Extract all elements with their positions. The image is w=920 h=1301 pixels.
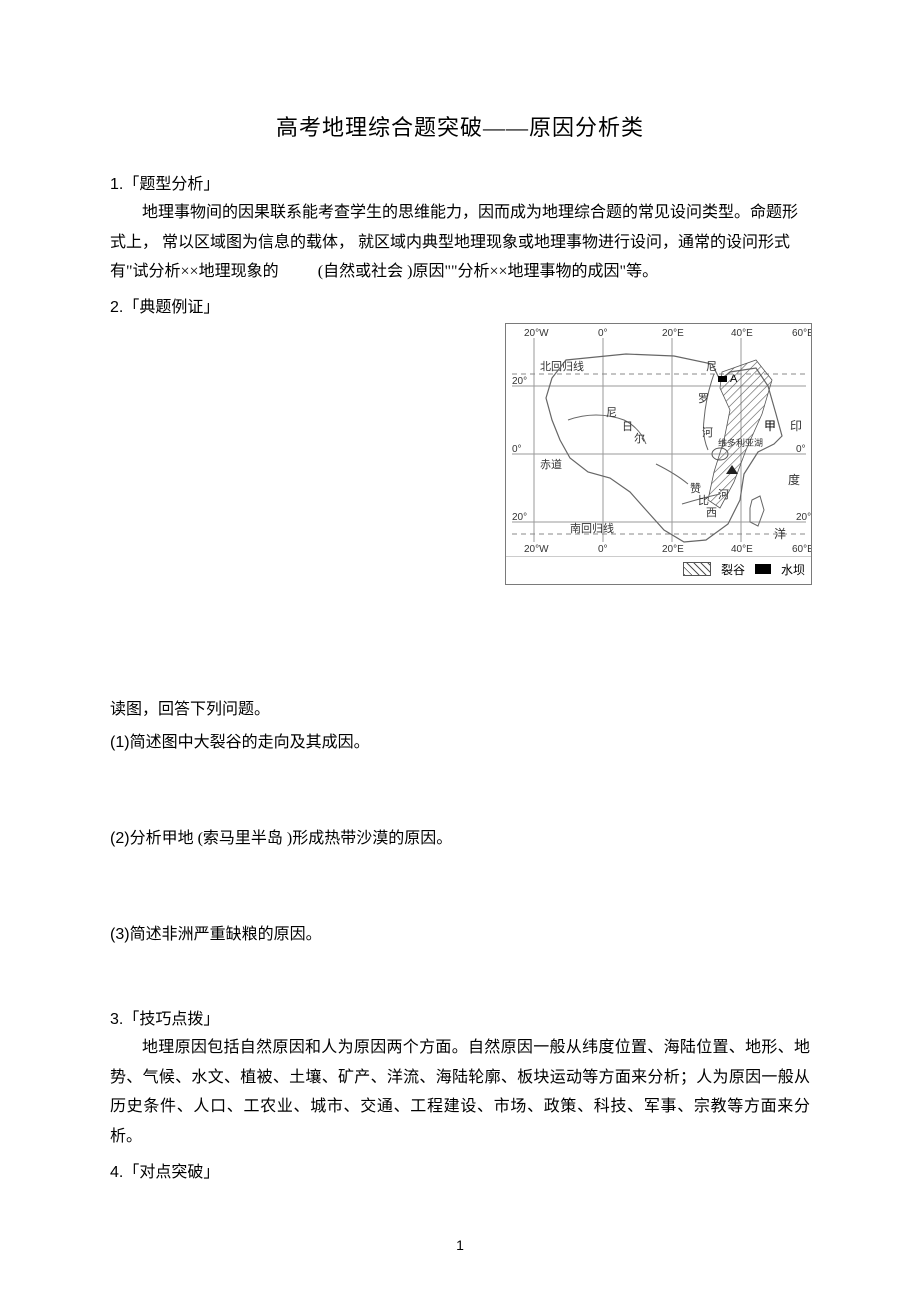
svg-text:印: 印 <box>790 419 802 433</box>
section-2-label: 「典题例证」 <box>123 299 219 316</box>
para-1: 地理事物间的因果联系能考查学生的思维能力，因而成为地理综合题的常见设问类型。命题… <box>110 198 810 287</box>
q1-num: (1) <box>110 734 130 751</box>
legend-dam-label: 水坝 <box>781 561 805 578</box>
svg-text:0°: 0° <box>796 444 806 455</box>
svg-text:度: 度 <box>788 472 800 487</box>
svg-text:赞: 赞 <box>690 482 701 495</box>
q3-num: (3) <box>110 926 130 943</box>
section-4-num: 4. <box>110 1164 123 1181</box>
svg-text:20°: 20° <box>512 512 527 523</box>
svg-text:尔: 尔 <box>634 432 645 445</box>
page-title: 高考地理综合题突破——原因分析类 <box>110 110 810 142</box>
section-1-num: 1. <box>110 176 123 193</box>
svg-text:20°E: 20°E <box>662 328 684 339</box>
svg-text:60°E: 60°E <box>792 544 811 555</box>
q2-num: (2) <box>110 830 130 847</box>
svg-text:0°: 0° <box>512 444 522 455</box>
svg-text:20°E: 20°E <box>662 544 684 555</box>
svg-text:洋: 洋 <box>774 526 786 541</box>
section-1-label: 「题型分析」 <box>123 176 219 193</box>
legend-hatch-icon <box>683 562 711 576</box>
svg-text:南回归线: 南回归线 <box>570 521 614 535</box>
svg-text:20°W: 20°W <box>524 328 549 339</box>
svg-text:西: 西 <box>706 507 717 519</box>
svg-text:20°W: 20°W <box>524 544 549 555</box>
svg-text:0°: 0° <box>598 328 608 339</box>
svg-text:日: 日 <box>622 421 633 433</box>
read-prompt: 读图，回答下列问题。 <box>110 695 810 725</box>
section-3-head: 3.「技巧点拨」 <box>110 1005 810 1029</box>
svg-text:40°E: 40°E <box>731 544 753 555</box>
svg-text:河: 河 <box>718 488 729 501</box>
section-4-label: 「对点突破」 <box>123 1164 219 1181</box>
para-1b: (自然或社会 )原因""分析××地理事物的成因"等。 <box>318 263 658 280</box>
legend-rift-label: 裂谷 <box>721 561 745 578</box>
section-4-head: 4.「对点突破」 <box>110 1158 810 1182</box>
section-1-head: 1.「题型分析」 <box>110 170 810 194</box>
svg-text:维多利亚湖: 维多利亚湖 <box>718 437 763 448</box>
map-figure: 20°W 0° 20°E 40°E 60°E 20°W 0° 20°E 40°E… <box>505 323 810 585</box>
question-1: (1)简述图中大裂谷的走向及其成因。 <box>110 728 810 758</box>
svg-text:60°E: 60°E <box>792 328 811 339</box>
svg-text:40°E: 40°E <box>731 328 753 339</box>
svg-text:河: 河 <box>702 426 713 439</box>
svg-text:比: 比 <box>698 494 709 507</box>
svg-text:尼: 尼 <box>606 406 617 419</box>
map-legend: 裂谷 水坝 <box>506 556 811 580</box>
svg-text:20°: 20° <box>796 512 811 523</box>
q3-text: 简述非洲严重缺粮的原因。 <box>130 926 322 943</box>
section-2-head: 2.「典题例证」 <box>110 293 810 317</box>
q1-text: 简述图中大裂谷的走向及其成因。 <box>130 734 370 751</box>
q2-text: 分析甲地 (索马里半岛 )形成热带沙漠的原因。 <box>130 830 453 847</box>
africa-map-svg: 20°W 0° 20°E 40°E 60°E 20°W 0° 20°E 40°E… <box>506 324 811 556</box>
svg-text:0°: 0° <box>598 544 608 555</box>
svg-text:赤道: 赤道 <box>540 457 562 471</box>
section-3-num: 3. <box>110 1011 123 1028</box>
svg-text:A: A <box>730 373 738 385</box>
svg-text:20°: 20° <box>512 376 527 387</box>
section-2-num: 2. <box>110 299 123 316</box>
svg-text:罗: 罗 <box>698 392 709 405</box>
question-3: (3)简述非洲严重缺粮的原因。 <box>110 920 810 950</box>
svg-text:尼: 尼 <box>706 360 717 373</box>
question-2: (2)分析甲地 (索马里半岛 )形成热带沙漠的原因。 <box>110 824 810 854</box>
svg-text:甲: 甲 <box>764 419 776 433</box>
legend-dam-icon <box>755 564 771 574</box>
para-3: 地理原因包括自然原因和人为原因两个方面。自然原因一般从纬度位置、海陆位置、地形、… <box>110 1033 810 1151</box>
section-3-label: 「技巧点拨」 <box>123 1011 219 1028</box>
page-number: 1 <box>0 1237 920 1253</box>
